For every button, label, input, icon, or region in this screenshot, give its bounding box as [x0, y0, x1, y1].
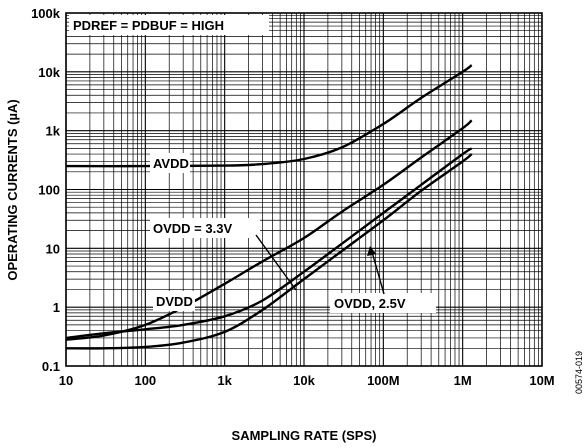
dvdd-label: DVDD — [156, 294, 193, 309]
y-tick-labels: 0.1 1 10 100 1k 10k 100k — [31, 6, 61, 374]
y-axis-title: OPERATING CURRENTS (µA) — [5, 99, 20, 280]
x-tick-label: 10 — [59, 373, 73, 388]
y-tick-label: 0.1 — [42, 359, 60, 374]
y-tick-label: 1k — [46, 124, 61, 139]
dvdd-label-box — [153, 291, 195, 311]
plot-frame — [65, 12, 543, 367]
x-tick-label: 100 — [134, 373, 156, 388]
ovdd25-arrowhead — [367, 246, 376, 256]
y-tick-label: 100 — [38, 183, 60, 198]
y-tick-label: 1 — [53, 300, 60, 315]
y-tick-label: 100k — [31, 6, 61, 21]
y-tick-label: 10k — [38, 65, 60, 80]
ovdd33-leader — [255, 234, 297, 291]
condition-label: PDREF = PDBUF = HIGH — [73, 18, 224, 33]
ovdd25-label: OVDD, 2.5V — [334, 296, 406, 311]
condition-box — [69, 15, 269, 35]
x-tick-label: 1M — [454, 373, 472, 388]
figure-id: 00574-019 — [574, 351, 584, 394]
avdd-label-box — [150, 153, 190, 173]
ovdd33-label-box — [150, 218, 260, 238]
ovdd25-leader — [371, 251, 385, 295]
series-line-dvdd — [65, 147, 473, 340]
y-tick-label: 10 — [46, 241, 60, 256]
x-tick-label: 100M — [367, 373, 400, 388]
x-axis-title: SAMPLING RATE (SPS) — [232, 428, 377, 443]
ovdd33-label: OVDD = 3.3V — [153, 221, 232, 236]
series-line-avdd — [65, 64, 473, 168]
x-tick-labels: 10 100 1k 10k 100M 1M 10M — [59, 373, 555, 388]
x-tick-label: 10k — [293, 373, 315, 388]
series-line-ovdd-3-3v — [65, 119, 473, 341]
ovdd25-label-box — [330, 293, 436, 313]
x-tick-label: 10M — [529, 373, 554, 388]
series-line-ovdd-2-5v — [65, 153, 473, 350]
avdd-label: AVDD — [153, 156, 189, 171]
x-tick-label: 1k — [217, 373, 232, 388]
